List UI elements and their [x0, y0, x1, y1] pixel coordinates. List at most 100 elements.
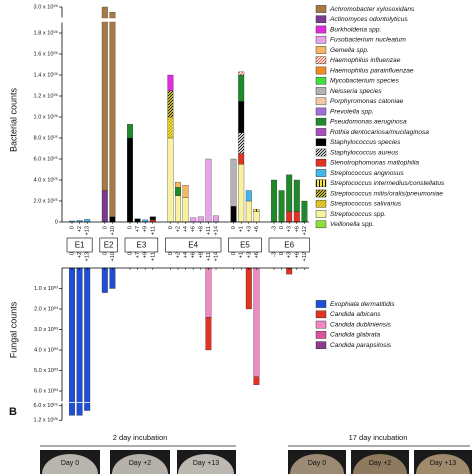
legend-swatch	[315, 320, 327, 329]
legend-label: Staphylococcus aureus	[330, 149, 399, 156]
x-tick-label: 0	[69, 226, 75, 229]
y-tick-label: 1.0 x 10⁰³	[34, 285, 58, 292]
x-tick-label: 0	[168, 226, 174, 229]
legend-label: Candida glabrata	[330, 332, 381, 339]
legend-swatch	[315, 46, 327, 54]
photo	[40, 450, 472, 474]
group-label: E3	[137, 241, 147, 250]
bar-segment	[245, 190, 252, 202]
bar-segment	[278, 190, 285, 223]
legend-label: Mycobacterium species	[330, 78, 400, 85]
group-box	[124, 237, 159, 253]
legend-label: Streptococcus anginosus	[330, 170, 404, 177]
bar-segment	[101, 267, 108, 293]
x-tick-label: +6	[294, 252, 300, 258]
photo-group-title: 2 day incubation	[113, 433, 168, 442]
legend-label: Streptococcus spp.	[330, 211, 386, 218]
legend-label: Rothia dentocariosa/mucilaginosa	[330, 129, 429, 136]
y-tick-label: 4.0 x 10⁰⁵	[34, 176, 58, 183]
group-box	[165, 237, 222, 253]
x-tick-label: +2	[77, 226, 83, 232]
x-tick-label: +4	[183, 226, 189, 232]
legend-label: Neisseria species	[330, 88, 382, 95]
bar-segment	[293, 211, 300, 223]
bar-segment	[271, 179, 277, 223]
x-tick-label: +14	[213, 226, 219, 236]
photo-label: Day +2	[369, 460, 391, 467]
legend-label: Haemophilus influenzae	[330, 57, 401, 64]
legend-label: Haemophilus parainfluenzae	[330, 67, 414, 74]
fungal-chart: 1.0 x 10⁰³ 2.0 x 10⁰³ 3.0 x 10⁰³ 4.0 x 10⁰³…	[8, 252, 395, 424]
bar-segment	[182, 185, 189, 198]
legend-label: Exophiala dermatitidis	[330, 301, 395, 308]
bar-segment	[190, 217, 197, 223]
x-tick-label: 0	[231, 252, 237, 255]
x-tick-label: +10	[110, 226, 116, 236]
bar-segment	[286, 174, 293, 212]
bar-segment	[253, 376, 260, 385]
legend-swatch	[315, 179, 327, 188]
group-box	[268, 237, 310, 253]
x-tick-label: +6	[254, 226, 260, 232]
y-tick-label: 2.0 x 10⁰³	[34, 305, 58, 312]
legend-swatch	[315, 97, 327, 106]
legend-swatch	[315, 210, 327, 218]
photo-group-title: 17 day incubation	[349, 433, 408, 442]
legend-label: Staphylococcus species	[330, 139, 401, 146]
legend-swatch	[315, 341, 327, 350]
x-tick-label: 0	[279, 226, 285, 229]
legend-label: Porphyromonas catoniae	[330, 98, 404, 105]
x-tick-label: 0	[102, 252, 108, 255]
x-tick-label: +13	[85, 226, 91, 236]
y-tick-label: 4.0 x 10⁰³	[34, 346, 58, 353]
x-tick-label: +11	[150, 252, 156, 261]
legend-swatch	[315, 148, 327, 157]
x-tick-label: +14	[213, 252, 219, 262]
photo-label: Day +13	[193, 460, 219, 467]
bar-segment	[238, 71, 245, 76]
x-tick-label: +6	[294, 226, 300, 232]
x-tick-label: +3	[287, 252, 293, 258]
legend-swatch	[315, 189, 327, 198]
group-label: E2	[104, 241, 114, 250]
y-tick-label: 1.8 x 10⁰⁶	[34, 29, 58, 36]
legend-swatch	[315, 128, 327, 136]
y-tick-label: 1.4 x 10⁰⁶	[34, 71, 58, 78]
x-tick-label: +13	[85, 252, 91, 262]
x-tick-label: +9	[143, 226, 149, 232]
bar-segment	[245, 200, 252, 223]
bacterial-chart: 0 2.0 x 10⁰⁵ 4.0 x 10⁰⁵ 6.0 x 10⁰⁵ 8.0 x 10⁰…	[8, 3, 445, 253]
legend-swatch	[315, 199, 327, 208]
bar-segment	[109, 267, 116, 289]
x-tick-label: +2	[77, 252, 83, 258]
legend-swatch	[315, 76, 327, 85]
x-tick-label: +3	[246, 226, 252, 232]
group-box	[99, 237, 118, 253]
bar-segment	[301, 200, 308, 223]
bar-segment	[175, 187, 181, 196]
legend-swatch	[315, 169, 327, 177]
bar-segment	[238, 74, 245, 102]
legend-swatch	[315, 158, 327, 167]
y-tick-label: 6.0 x 10⁰⁵	[34, 155, 58, 162]
y-tick-label: 1.2 x 10⁰⁶	[34, 92, 58, 99]
bar-segment	[167, 116, 174, 139]
bar-segment	[84, 267, 91, 411]
bar-segment	[205, 317, 212, 351]
bar-segment	[101, 6, 108, 191]
bar-segment	[101, 190, 108, 223]
legend-swatch	[315, 35, 327, 44]
x-tick-label: +7	[135, 226, 141, 232]
group-label: E6	[284, 241, 294, 250]
bar-segment	[76, 267, 83, 416]
photo-label: Day 0	[61, 460, 79, 467]
legend-swatch	[315, 300, 327, 308]
legend-swatch	[315, 25, 327, 34]
legend-label: Gemella spp.	[330, 47, 369, 54]
x-tick-label: +1	[239, 252, 245, 258]
legend-swatch	[315, 331, 327, 339]
y-tick-label: 6.0 x 10⁰³	[34, 387, 58, 394]
axis-break	[58, 18, 309, 22]
bar-segment	[175, 195, 181, 223]
